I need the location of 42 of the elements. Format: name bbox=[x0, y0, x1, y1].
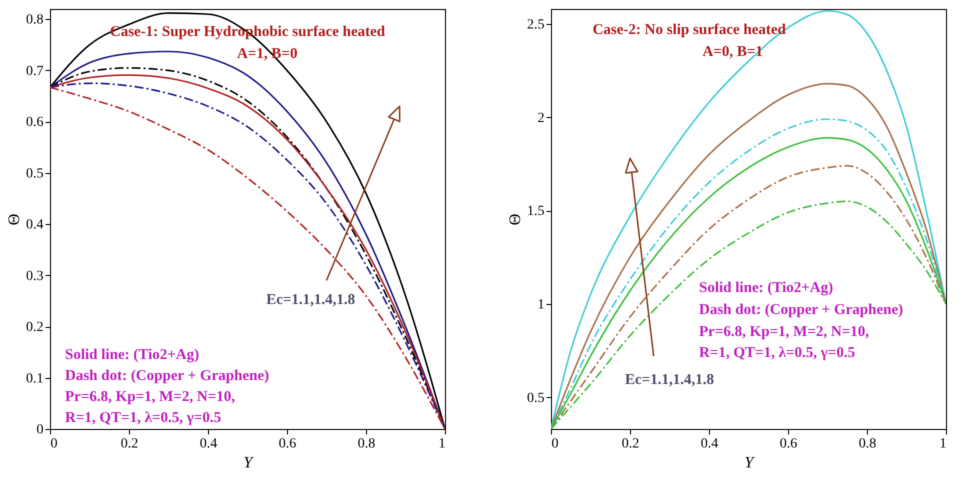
y-tick-label: 0.4 bbox=[26, 218, 44, 233]
annotation: R=1, QT=1, λ=0.5, γ=0.5 bbox=[65, 410, 222, 426]
x-axis-title: Y bbox=[244, 454, 255, 472]
y-tick-label: 2 bbox=[538, 110, 544, 126]
x-tick-label: 0.4 bbox=[200, 436, 218, 452]
y-tick-label: 0.8 bbox=[26, 12, 44, 28]
x-tick-label: 0 bbox=[50, 436, 58, 452]
x-tick-label: 0.8 bbox=[358, 436, 376, 452]
x-tick-label: 1 bbox=[940, 436, 946, 452]
x-tick-label: 1 bbox=[438, 436, 446, 452]
annotation: Dash dot: (Copper + Graphene) bbox=[65, 368, 270, 384]
x-tick-label: 0.2 bbox=[622, 436, 640, 452]
y-tick-label: 1.5 bbox=[527, 204, 544, 220]
annotation: A=1, B=0 bbox=[237, 46, 298, 62]
y-tick-label: 0.5 bbox=[527, 390, 544, 406]
annotation: Dash dot: (Copper + Graphene) bbox=[699, 302, 904, 318]
annotation: Solid line: (Tio2+Ag) bbox=[699, 280, 834, 296]
y-tick-label: 0.1 bbox=[26, 371, 44, 386]
x-tick-label: 0.6 bbox=[780, 436, 798, 452]
annotation: Ec=1.1,1.4,1.8 bbox=[266, 292, 356, 308]
x-axis-title: Y bbox=[744, 454, 756, 472]
annotation: Ec=1.1,1.4,1.8 bbox=[625, 372, 714, 388]
x-tick-label: 0.2 bbox=[120, 436, 138, 452]
y-tick-label: 0 bbox=[36, 422, 44, 438]
y-tick-label: 0.5 bbox=[26, 166, 44, 182]
annotation: R=1, QT=1, λ=0.5, γ=0.5 bbox=[699, 345, 856, 361]
annotation: Pr=6.8, Kp=1, M=2, N=10, bbox=[699, 324, 870, 340]
y-tick-label: 1 bbox=[538, 297, 544, 312]
y-axis-title: Θ bbox=[507, 214, 524, 226]
annotation: Case-2: No slip surface heated bbox=[592, 22, 787, 38]
y-tick-label: 0.7 bbox=[26, 64, 44, 79]
x-tick-label: 0.6 bbox=[278, 436, 296, 452]
annotation: Solid line: (Tio2+Ag) bbox=[65, 347, 200, 363]
x-tick-label: 0 bbox=[552, 436, 558, 452]
y-tick-label: 2.5 bbox=[527, 17, 544, 32]
x-tick-label: 0.4 bbox=[700, 436, 718, 452]
x-tick-label: 0.8 bbox=[858, 436, 876, 452]
annotation: Pr=6.8, Kp=1, M=2, N=10, bbox=[65, 389, 236, 405]
y-axis-title: Θ bbox=[6, 214, 23, 226]
y-tick-label: 0.6 bbox=[26, 115, 44, 130]
y-tick-label: 0.3 bbox=[26, 268, 44, 284]
y-tick-label: 0.2 bbox=[26, 320, 44, 336]
